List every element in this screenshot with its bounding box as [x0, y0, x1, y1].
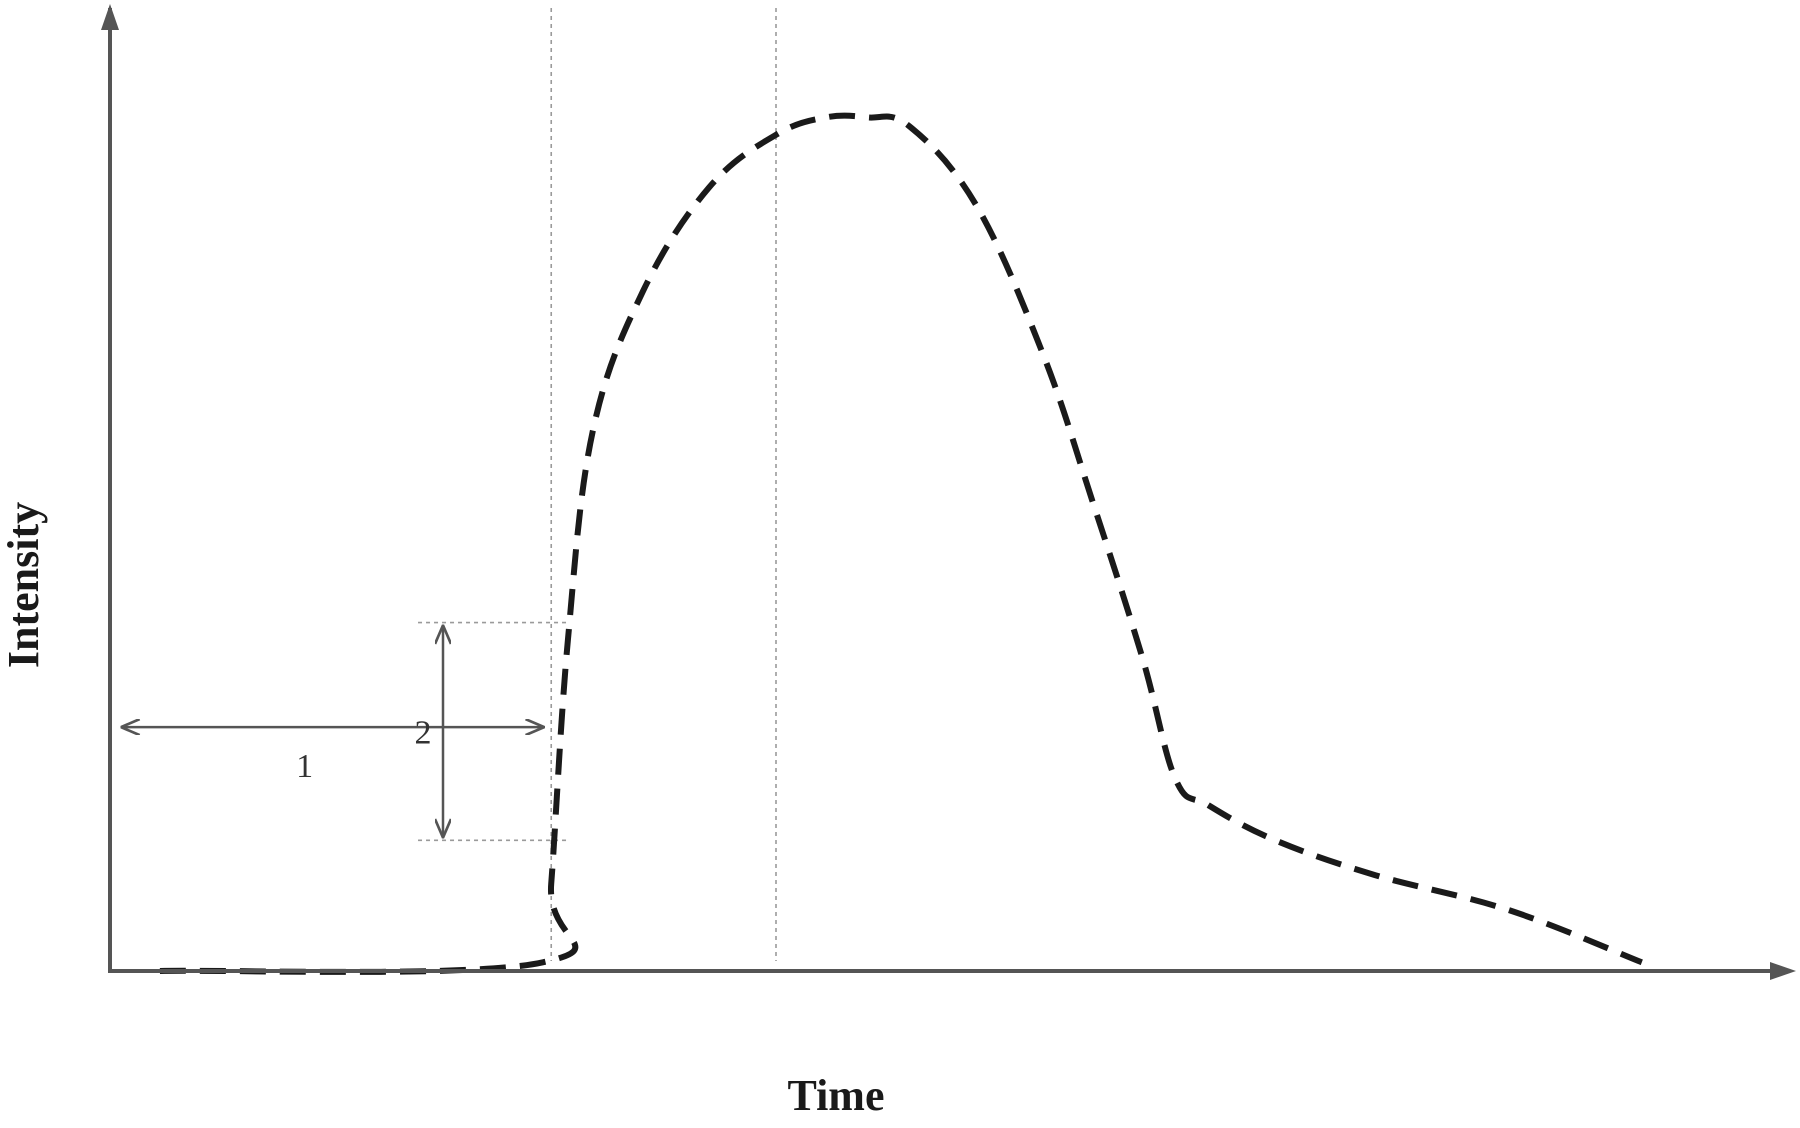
y-axis-label: Intensity: [0, 502, 48, 668]
annotation-label-1: 1: [296, 748, 313, 785]
x-axis-label: Time: [788, 1071, 885, 1120]
curve-layer: [159, 112, 1643, 975]
annotations: 12: [122, 627, 543, 837]
y-axis-arrowhead: [101, 4, 119, 30]
annotation-label-2: 2: [415, 715, 432, 752]
x-axis-arrowhead: [1770, 962, 1796, 980]
series-line-1: [159, 112, 1643, 975]
reference-lines: [418, 8, 777, 961]
